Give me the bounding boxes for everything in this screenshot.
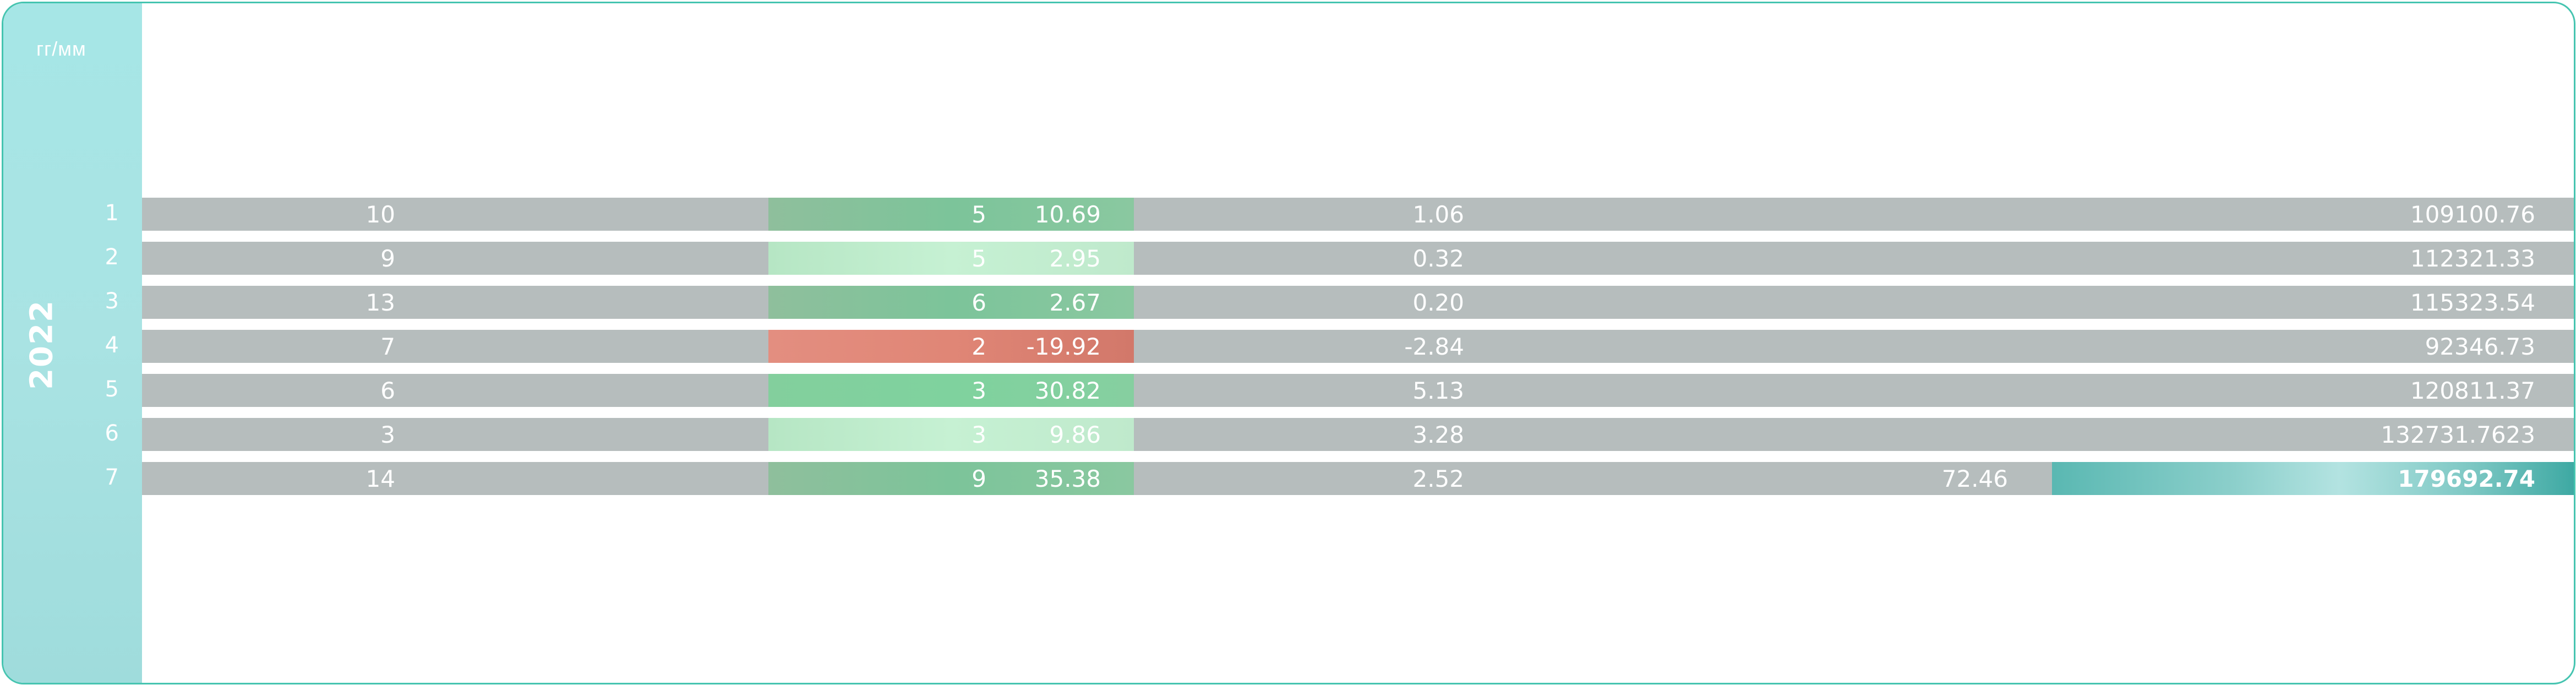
- cell-c4: 5.13: [1412, 377, 1464, 404]
- cell-c1: 13: [365, 289, 395, 316]
- cell-pct: 35.38: [768, 462, 1134, 495]
- cell-c2: 9: [972, 465, 986, 492]
- cell-pct: -19.92: [768, 330, 1134, 363]
- cell-pct: 2.95: [768, 242, 1134, 275]
- cell-c4: 2.52: [1412, 465, 1464, 492]
- month-label: 5: [105, 377, 119, 402]
- cell-c5: 72.46: [1941, 465, 2008, 492]
- cell-pct: 30.82: [768, 374, 1134, 407]
- table-row[interactable]: 3 9.86 3 3.28 132731.7623: [142, 418, 2574, 451]
- cell-total: 112321.33: [2410, 245, 2535, 272]
- cell-total: 132731.7623: [2381, 421, 2535, 448]
- cell-c2: 2: [972, 333, 986, 360]
- table-row[interactable]: 10 10.69 5 1.06 109100.76: [142, 198, 2574, 231]
- cell-c1: 10: [365, 201, 395, 228]
- cell-pct: 2.67: [768, 286, 1134, 319]
- month-label: 3: [105, 289, 119, 314]
- cell-c2: 6: [972, 289, 986, 316]
- cell-c2: 3: [972, 421, 986, 448]
- month-label: 7: [105, 465, 119, 490]
- cell-total: 115323.54: [2410, 289, 2535, 316]
- month-label: 6: [105, 421, 119, 446]
- month-label: 1: [105, 200, 119, 226]
- corner-label: гг/мм: [36, 37, 86, 60]
- cell-total: 92346.73: [2425, 333, 2535, 360]
- cell-c1: 7: [380, 333, 395, 360]
- table-row[interactable]: 6 30.82 3 5.13 120811.37: [142, 374, 2574, 407]
- cell-c4: -2.84: [1404, 333, 1464, 360]
- cell-total: 120811.37: [2410, 377, 2535, 404]
- year-label: 2022: [24, 300, 60, 390]
- table-row[interactable]: 13 2.67 6 0.20 115323.54: [142, 286, 2574, 319]
- cell-c4: 0.20: [1412, 289, 1464, 316]
- cell-c2: 5: [972, 245, 986, 272]
- table-body: 10 10.69 5 1.06 109100.76 9 2.95 5 0.32 …: [142, 3, 2574, 683]
- cell-c2: 3: [972, 377, 986, 404]
- cell-total: 109100.76: [2410, 201, 2535, 228]
- cell-c4: 1.06: [1412, 201, 1464, 228]
- table-row[interactable]: 9 2.95 5 0.32 112321.33: [142, 242, 2574, 275]
- month-label: 4: [105, 333, 119, 358]
- table-row[interactable]: 14 35.38 9 2.52 72.46 179692.74: [142, 462, 2574, 495]
- cell-c4: 0.32: [1412, 245, 1464, 272]
- cell-c1: 6: [380, 377, 395, 404]
- cell-c1: 14: [365, 465, 395, 492]
- month-label: 2: [105, 244, 119, 270]
- cell-total-highlight: 179692.74: [2052, 462, 2574, 495]
- sidebar: гг/мм 2022 1 2 3 4 5 6 7: [3, 3, 142, 683]
- cell-c4: 3.28: [1412, 421, 1464, 448]
- cell-c1: 9: [380, 245, 395, 272]
- cell-pct: 10.69: [768, 198, 1134, 231]
- cell-pct: 9.86: [768, 418, 1134, 451]
- cell-c1: 3: [380, 421, 395, 448]
- table-row[interactable]: 7 -19.92 2 -2.84 92346.73: [142, 330, 2574, 363]
- cell-c2: 5: [972, 201, 986, 228]
